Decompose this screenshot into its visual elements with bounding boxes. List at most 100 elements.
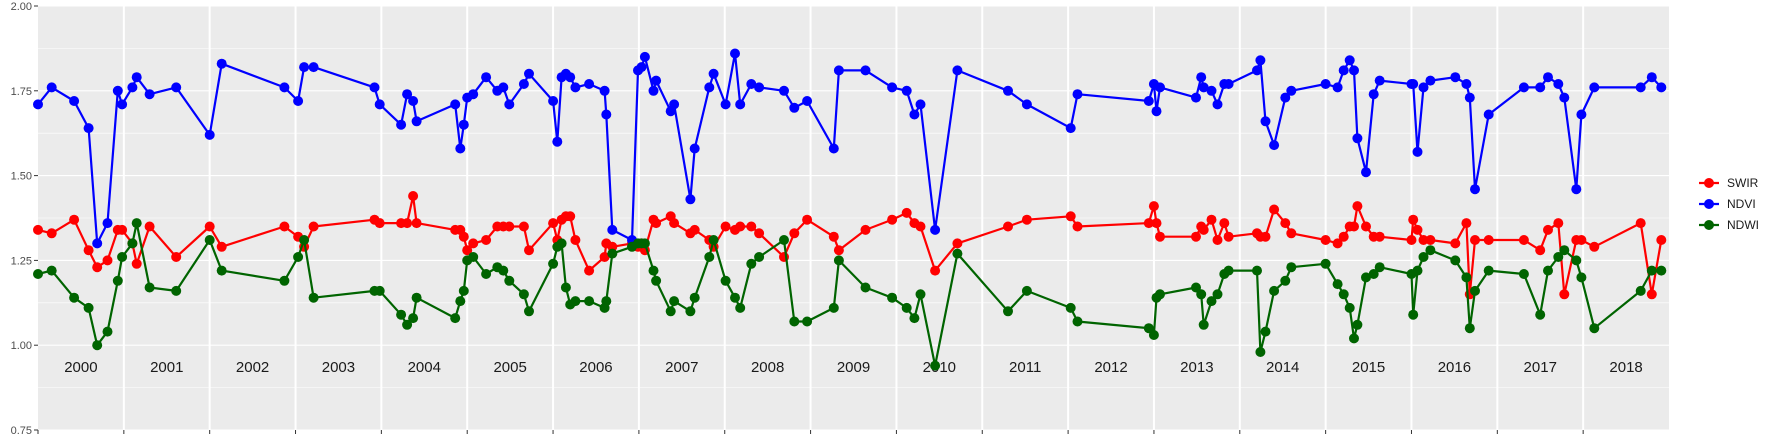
ndvi-point [1559,92,1570,103]
swir-point [1535,245,1546,256]
ndwi-point [1368,269,1379,279]
ndvi-point [455,143,466,154]
ndvi-point [639,51,650,62]
swir-point [887,214,898,225]
year-label: 2006 [579,359,612,376]
year-label: 2012 [1094,359,1127,376]
swir-point [1143,218,1154,229]
ndvi-point [1518,82,1529,93]
swir-point [92,262,103,273]
swir-point [46,228,57,239]
ndvi-point [481,72,492,83]
ndwi-point [1450,255,1461,266]
ndwi-point [1320,258,1331,269]
ndvi-point [279,82,290,93]
ndwi-point [1196,289,1207,300]
year-label: 2001 [150,359,183,376]
ndvi-point [565,72,576,83]
ndwi-point [1198,319,1209,330]
swir-point [1269,204,1280,215]
swir-point [828,231,839,242]
swir-point [204,221,215,232]
ndwi-point [1155,289,1165,300]
ndwi-point [1464,323,1475,334]
y-axis: 0.75 1.00 1.25 1.50 1.75 2.00 [11,1,38,437]
year-label: 2000 [64,359,97,376]
ndvi-point [1223,79,1234,89]
ndwi-point [498,265,509,276]
ndvi-point [171,82,182,93]
swir-point [1646,289,1657,300]
ndvi-point [402,89,413,100]
ndvi-point [802,96,813,106]
swir-point [1374,231,1385,242]
ndwi-point [299,235,310,245]
ndvi-point [704,82,715,93]
swir-point [1260,231,1271,242]
ndwi-point [1191,282,1201,293]
ndwi-point [1349,333,1359,344]
ndvi-point [1589,82,1600,93]
ndwi-point [1344,302,1355,313]
ndwi-point [685,306,696,317]
ndwi-point [1065,302,1076,313]
ndwi-point [1143,323,1154,334]
swir-point [411,218,422,229]
ndwi-point [524,306,534,317]
ndwi-point [1576,272,1587,283]
ndvi-point [1635,82,1646,93]
ndvi-point [1450,72,1461,83]
legend-label: NDVI [1727,197,1756,211]
ndvi-point [1198,82,1209,93]
year-label: 2009 [837,359,870,376]
ndwi-point [1286,262,1297,273]
ndwi-point [450,313,461,324]
swir-point [1206,214,1217,225]
ndvi-point [450,99,461,110]
ndvi-point [1143,96,1154,106]
ndwi-point [112,275,123,286]
ndwi-point [665,306,676,317]
swir-point [599,252,610,262]
swir-point [1425,235,1436,245]
swir-point [565,211,576,222]
ndwi-point [1425,245,1436,256]
ndwi-point [171,285,182,296]
x-axis: 2000 2001 2002 2003 2004 2005 2006 2007 2008 2009… [37,359,1643,434]
ndvi-point [117,99,128,110]
swir-point [689,224,700,235]
ndwi-point [1072,316,1083,327]
swir-point [584,265,595,276]
ndwi-point [46,265,57,276]
ndwi-point [374,285,385,296]
ndvi-point [1212,99,1223,110]
swir-point [308,221,319,232]
ndwi-point [1589,323,1600,334]
ndwi-point [117,252,128,262]
ndwi-point [1412,265,1423,276]
ndvi-point [1252,65,1262,76]
swir-point [1461,218,1472,229]
ndvi-point [504,99,515,110]
ndvi-point [411,116,422,127]
ndvi-point [1344,55,1355,66]
ndwi-point [754,252,765,262]
swir-point [1155,231,1165,242]
ndwi-point [481,269,492,279]
ndwi-point [102,326,113,337]
year-label: 2018 [1609,359,1642,376]
ndwi-point [802,316,813,327]
swir-point [1352,201,1363,212]
ndwi-point [746,258,757,269]
ndwi-point [92,340,103,351]
ndwi-point [1332,279,1343,290]
ndwi-point [901,302,912,313]
swir-point [651,218,662,229]
ndwi-point [570,296,581,307]
swir-point [1559,289,1570,300]
swir-point [1280,218,1291,229]
ndwi-point [408,313,419,324]
ndwi-point [144,282,155,293]
swir-point [1543,224,1553,235]
swir-point [669,218,680,229]
